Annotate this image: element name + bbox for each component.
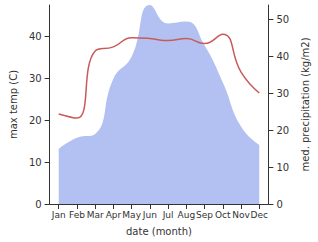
svg-text:Oct: Oct	[215, 210, 231, 220]
svg-text:30: 30	[276, 88, 289, 99]
svg-text:30: 30	[29, 73, 42, 84]
svg-text:0: 0	[276, 199, 282, 210]
svg-text:10: 10	[29, 157, 42, 168]
svg-text:max temp (C): max temp (C)	[8, 70, 19, 139]
svg-text:Mar: Mar	[87, 210, 104, 220]
svg-text:0: 0	[35, 199, 41, 210]
svg-text:Dec: Dec	[251, 210, 268, 220]
svg-text:med. precipitation (kg/m2): med. precipitation (kg/m2)	[300, 37, 311, 171]
svg-text:40: 40	[29, 31, 42, 42]
svg-text:May: May	[122, 210, 141, 220]
svg-text:Jan: Jan	[51, 210, 66, 220]
svg-text:Nov: Nov	[232, 210, 250, 220]
svg-text:40: 40	[276, 51, 289, 62]
svg-text:20: 20	[276, 125, 289, 136]
svg-text:Sep: Sep	[196, 210, 213, 220]
svg-text:Jun: Jun	[142, 210, 157, 220]
svg-text:Feb: Feb	[69, 210, 85, 220]
svg-text:Aug: Aug	[178, 210, 196, 220]
svg-text:50: 50	[276, 14, 289, 25]
svg-text:20: 20	[29, 115, 42, 126]
svg-text:Jul: Jul	[162, 210, 174, 220]
svg-text:Apr: Apr	[106, 210, 122, 220]
svg-text:date (month): date (month)	[126, 226, 192, 237]
svg-text:10: 10	[276, 162, 289, 173]
